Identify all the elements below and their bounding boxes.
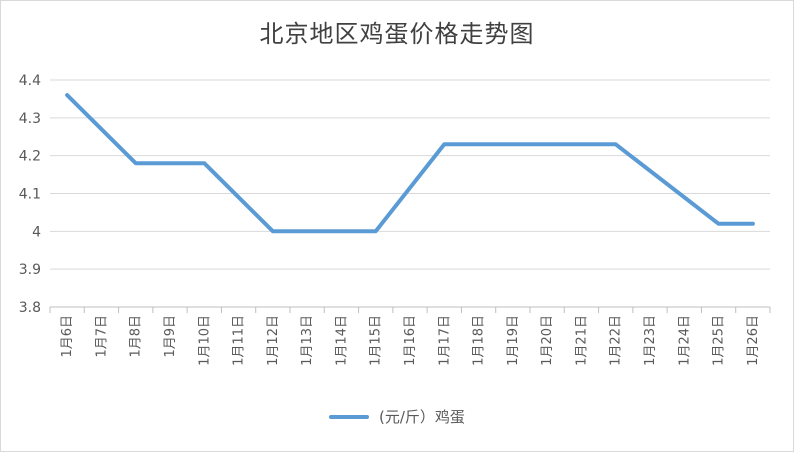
x-tick-label: 1月8日	[129, 315, 144, 358]
y-tick-label: 4.1	[19, 187, 41, 203]
x-tick-label: 1月16日	[403, 315, 418, 366]
x-tick-label: 1月20日	[540, 315, 555, 366]
x-tick-label: 1月24日	[677, 315, 692, 366]
x-tick-label: 1月13日	[300, 315, 315, 366]
y-tick-label: 4.3	[19, 111, 41, 127]
series-line	[65, 93, 755, 234]
chart-title: 北京地区鸡蛋价格走势图	[259, 20, 535, 48]
y-tick-label: 4.4	[19, 73, 41, 89]
x-tick-label: 1月26日	[746, 315, 761, 366]
y-tick-label: 4.2	[19, 149, 41, 165]
legend-label: (元/斤）鸡蛋	[379, 408, 465, 426]
x-tick-label: 1月7日	[94, 315, 109, 358]
y-tick-label: 4	[32, 224, 41, 240]
x-tick-label: 1月19日	[506, 315, 521, 366]
x-tick-label: 1月14日	[334, 315, 349, 366]
x-tick-label: 1月9日	[163, 315, 178, 358]
x-axis-tick-labels: 1月6日 1月7日 1月8日 1月9日 1月10日 1月11日 1月12日 1月13日 1月14…	[60, 315, 761, 366]
x-tick-label: 1月17日	[437, 315, 452, 366]
y-tick-label: 3.8	[19, 300, 41, 316]
series-lines	[65, 93, 755, 234]
legend: (元/斤）鸡蛋	[0, 406, 794, 427]
legend-swatch	[329, 414, 370, 419]
x-tick-label: 1月25日	[712, 315, 727, 366]
x-tick-label: 1月10日	[197, 315, 212, 366]
x-tick-label: 1月6日	[60, 315, 75, 358]
x-tick-label: 1月21日	[574, 315, 589, 366]
x-tick-label: 1月12日	[266, 315, 281, 366]
x-tick-label: 1月18日	[472, 315, 487, 366]
x-tick-label: 1月22日	[609, 315, 624, 366]
y-axis-tick-labels: 4.4 4.3 4.2 4.1 4 3.9 3.8	[19, 73, 41, 316]
x-tick-label: 1月23日	[643, 315, 658, 366]
y-tick-label: 3.9	[19, 262, 41, 278]
gridlines	[49, 79, 771, 313]
x-tick-label: 1月15日	[369, 315, 384, 366]
x-tick-label: 1月11日	[232, 315, 247, 366]
